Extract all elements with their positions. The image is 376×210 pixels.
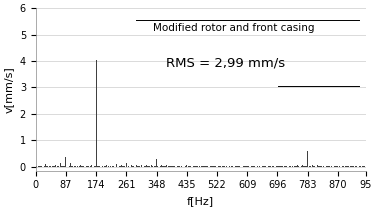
Bar: [55, 165, 56, 167]
Bar: [126, 163, 127, 167]
Bar: [91, 165, 92, 167]
Text: Modified rotor and front casing: Modified rotor and front casing: [153, 23, 314, 33]
Bar: [247, 165, 248, 167]
Bar: [277, 165, 278, 167]
Bar: [65, 157, 66, 167]
Bar: [166, 165, 167, 167]
Bar: [136, 165, 137, 167]
Bar: [302, 165, 303, 167]
Bar: [111, 165, 112, 167]
Bar: [348, 165, 349, 167]
Bar: [141, 165, 142, 167]
Bar: [106, 165, 107, 167]
Bar: [161, 165, 162, 167]
Text: RMS = 2,99 mm/s: RMS = 2,99 mm/s: [166, 57, 285, 70]
Bar: [131, 165, 132, 167]
Bar: [116, 164, 117, 167]
Bar: [307, 151, 308, 167]
Bar: [45, 164, 46, 167]
Bar: [96, 60, 97, 167]
Bar: [60, 163, 61, 167]
Bar: [355, 165, 356, 167]
Bar: [312, 165, 313, 167]
Bar: [146, 165, 147, 167]
Bar: [337, 165, 338, 167]
Bar: [100, 165, 102, 167]
Bar: [186, 165, 187, 167]
Bar: [297, 165, 298, 167]
Bar: [156, 159, 157, 167]
X-axis label: f[Hz]: f[Hz]: [187, 196, 214, 206]
Bar: [70, 163, 71, 167]
Bar: [317, 165, 318, 167]
Bar: [80, 165, 81, 167]
Bar: [151, 165, 152, 167]
Y-axis label: v[mm/s]: v[mm/s]: [4, 66, 14, 113]
